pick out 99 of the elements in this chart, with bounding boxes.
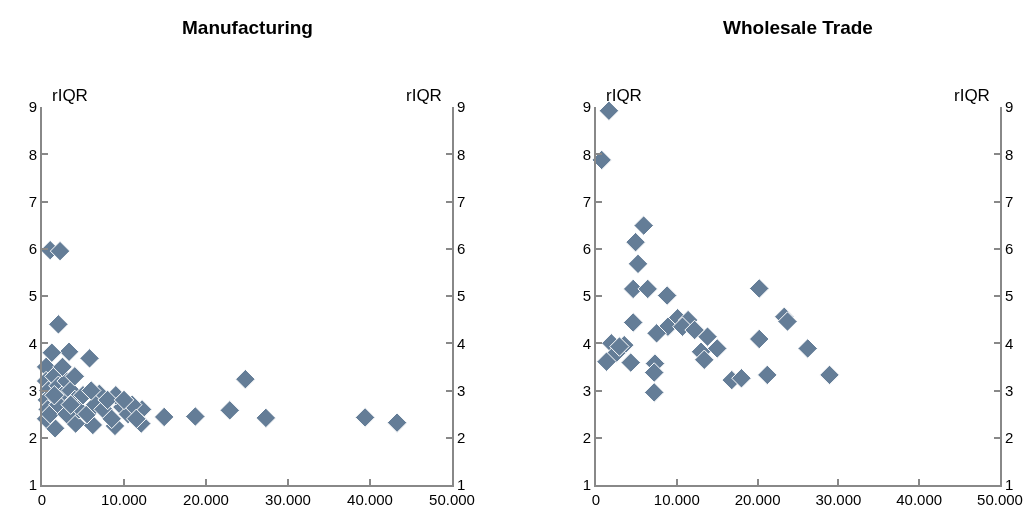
point (126, 408, 147, 430)
point (44, 384, 65, 406)
x-tick-label: 40.000 (347, 491, 393, 508)
x-tick-label: 10.000 (653, 491, 700, 508)
y-tick-label: 9 (28, 98, 37, 116)
point (643, 382, 665, 403)
y2-tick-label: 5 (1005, 287, 1014, 305)
y-tick-label: 6 (582, 240, 591, 257)
point (101, 408, 122, 430)
point (79, 348, 100, 369)
y2-tick-label: 5 (457, 287, 466, 305)
y2-tick-label: 6 (1005, 240, 1014, 257)
point (97, 389, 118, 411)
y-tick-label: 8 (582, 145, 591, 163)
point (625, 231, 646, 253)
y2-tick-label: 9 (1005, 98, 1014, 116)
y-tick-label: 7 (28, 192, 37, 210)
y-tick-label: 4 (28, 334, 37, 352)
point (219, 400, 241, 421)
chart-title: Wholesale Trade (723, 17, 873, 38)
point (64, 366, 86, 387)
x-tick-label: 50.000 (977, 491, 1023, 508)
x-tick-label: 0 (591, 491, 601, 508)
y2-axis-title: rIQR (954, 86, 990, 105)
y-tick-label: 9 (582, 98, 591, 116)
y-tick-label: 7 (582, 192, 591, 210)
y2-tick-label: 8 (457, 145, 466, 163)
point (354, 407, 376, 428)
y-axis-title: rIQR (52, 86, 88, 105)
y2-tick-label: 7 (457, 192, 466, 210)
point (185, 406, 206, 427)
point (757, 364, 778, 386)
y2-tick-label: 2 (457, 429, 466, 446)
point (694, 349, 715, 371)
point (591, 149, 612, 171)
point (80, 380, 102, 401)
y2-tick-label: 2 (1005, 429, 1014, 446)
y-tick-label: 5 (28, 287, 37, 305)
point (777, 311, 798, 332)
point (748, 328, 770, 350)
point (622, 312, 644, 333)
point (731, 367, 752, 389)
point (386, 412, 408, 433)
y-tick-label: 1 (582, 476, 591, 494)
y-tick-label: 3 (582, 381, 591, 399)
point (646, 323, 667, 344)
y2-axis-title: rIQR (406, 86, 442, 105)
chart-title: Manufacturing (182, 17, 313, 38)
y2-tick-label: 8 (1005, 145, 1014, 163)
point (609, 336, 630, 357)
y2-tick-label: 1 (457, 476, 466, 494)
y2-tick-label: 6 (457, 240, 466, 257)
point (656, 285, 678, 306)
point (684, 319, 705, 341)
x-tick-label: 30.000 (265, 491, 311, 508)
y-tick-label: 8 (28, 145, 37, 163)
point (41, 342, 63, 363)
y-tick-label: 2 (28, 429, 37, 446)
point (706, 338, 728, 359)
y2-tick-label: 9 (457, 98, 466, 116)
x-tick-label: 0 (37, 491, 47, 508)
y2-tick-label: 3 (457, 381, 466, 399)
point (819, 364, 840, 386)
point (235, 368, 256, 390)
x-tick-label: 10.000 (101, 491, 147, 508)
point (797, 338, 818, 359)
point (60, 394, 81, 415)
x-tick-label: 20.000 (183, 491, 229, 508)
x-tick-label: 20.000 (734, 491, 781, 508)
point (153, 406, 175, 428)
point (48, 314, 69, 335)
y-tick-label: 3 (28, 381, 37, 399)
point (697, 326, 718, 347)
point (620, 352, 641, 373)
y-axis-title: rIQR (606, 86, 642, 105)
y-tick-label: 4 (582, 334, 591, 352)
point (113, 389, 135, 411)
y2-tick-label: 4 (1005, 334, 1014, 352)
point (255, 407, 277, 429)
y2-tick-label: 1 (1005, 476, 1014, 494)
y-tick-label: 1 (28, 476, 37, 494)
x-tick-label: 40.000 (896, 491, 943, 508)
point (637, 278, 658, 300)
point (633, 215, 654, 236)
point (52, 356, 73, 378)
y2-tick-label: 4 (457, 334, 466, 352)
y-tick-label: 6 (28, 240, 37, 257)
y2-tick-label: 3 (1005, 381, 1014, 399)
point (748, 278, 770, 299)
x-tick-label: 30.000 (815, 491, 862, 508)
point (58, 341, 80, 363)
point (627, 253, 649, 275)
y2-tick-label: 7 (1005, 192, 1014, 210)
y-tick-label: 5 (582, 287, 591, 305)
point (49, 240, 71, 262)
x-tick-label: 50.000 (429, 491, 475, 508)
y-tick-label: 2 (582, 429, 591, 446)
point (596, 351, 617, 372)
point (643, 362, 665, 383)
